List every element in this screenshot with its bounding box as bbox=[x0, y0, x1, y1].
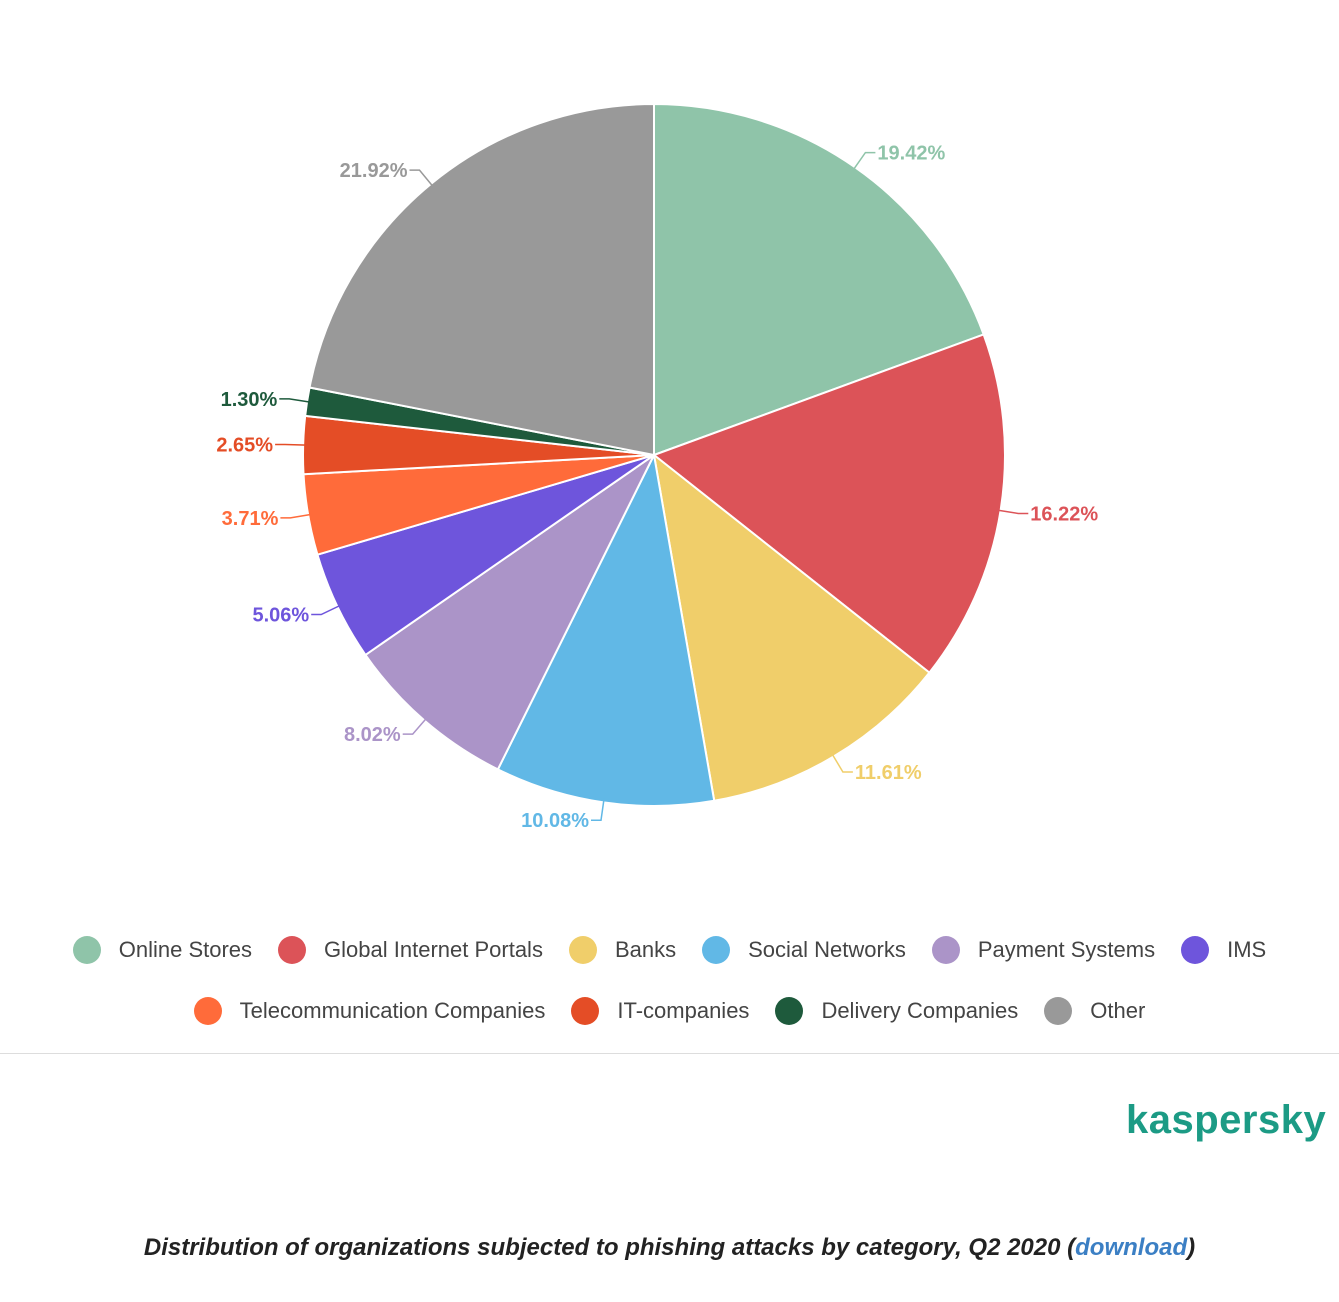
legend-label-delivery-companies: Delivery Companies bbox=[821, 998, 1019, 1023]
legend-item-payment-systems[interactable]: Payment Systems bbox=[931, 936, 1156, 964]
legend-swatch-banks bbox=[568, 936, 597, 964]
legend-swatch-online-stores bbox=[72, 936, 101, 964]
data-label-telecommunication-companies: 3.71% bbox=[222, 508, 279, 530]
legend-swatch-telecommunication-companies bbox=[193, 997, 222, 1025]
legend-item-online-stores[interactable]: Online Stores bbox=[72, 936, 253, 964]
leader-line-other bbox=[409, 169, 435, 188]
legend-item-delivery-companies[interactable]: Delivery Companies bbox=[775, 997, 1018, 1025]
legend-item-telecommunication-companies[interactable]: Telecommunication Companies bbox=[193, 997, 546, 1025]
caption-text: Distribution of organizations subjected … bbox=[143, 1234, 1076, 1261]
legend-label-ims: IMS bbox=[1227, 937, 1267, 962]
leader-line-it-companies bbox=[275, 443, 308, 446]
legend-label-it-companies: IT-companies bbox=[617, 998, 750, 1023]
leader-line-telecommunication-companies bbox=[280, 513, 313, 519]
leader-line-ims bbox=[311, 604, 342, 616]
data-label-online-stores: 19.42% bbox=[877, 143, 945, 165]
leader-line-global-internet-portals bbox=[996, 509, 1029, 515]
data-label-other: 21.92% bbox=[340, 160, 408, 182]
data-label-it-companies: 2.65% bbox=[216, 435, 273, 457]
data-label-payment-systems: 8.02% bbox=[344, 724, 401, 746]
legend-item-other[interactable]: Other bbox=[1044, 997, 1145, 1025]
figure-caption: Distribution of organizations subjected … bbox=[0, 1234, 1339, 1262]
leader-line-social-networks bbox=[591, 798, 605, 821]
legend-item-global-internet-portals[interactable]: Global Internet Portals bbox=[278, 936, 543, 964]
legend-item-banks[interactable]: Banks bbox=[568, 936, 677, 964]
legend-swatch-payment-systems bbox=[931, 936, 960, 964]
legend-swatch-global-internet-portals bbox=[278, 936, 307, 964]
pie-chart: 19.42% 16.22% 11.61% 10.08% 8.02% 5.06% 3.71% 2… bbox=[216, 102, 1098, 833]
legend-label-global-internet-portals: Global Internet Portals bbox=[324, 937, 543, 962]
legend-swatch-social-networks bbox=[702, 936, 731, 964]
data-label-delivery-companies: 1.30% bbox=[221, 389, 278, 411]
data-label-ims: 5.06% bbox=[252, 605, 309, 627]
legend-item-it-companies[interactable]: IT-companies bbox=[571, 997, 749, 1025]
legend-row-2: Telecommunication Companies IT-companies… bbox=[0, 997, 1339, 1025]
data-label-banks: 11.61% bbox=[855, 762, 922, 784]
pie-labels: 19.42% 16.22% 11.61% 10.08% 8.02% 5.06% 3.71% 2… bbox=[216, 143, 1098, 833]
legend-label-banks: Banks bbox=[614, 937, 677, 962]
data-label-social-networks: 10.08% bbox=[521, 810, 589, 832]
legend-swatch-other bbox=[1044, 997, 1073, 1025]
leader-line-online-stores bbox=[852, 151, 876, 172]
legend-item-ims[interactable]: IMS bbox=[1181, 936, 1266, 964]
leader-line-payment-systems bbox=[402, 717, 428, 735]
legend-label-online-stores: Online Stores bbox=[118, 937, 253, 962]
kaspersky-logo: kaspersky bbox=[1126, 1098, 1327, 1142]
legend-swatch-it-companies bbox=[571, 997, 600, 1025]
legend-label-other: Other bbox=[1090, 998, 1146, 1023]
leader-line-delivery-companies bbox=[279, 398, 312, 404]
legend-item-social-networks[interactable]: Social Networks bbox=[702, 936, 906, 964]
legend-label-telecommunication-companies: Telecommunication Companies bbox=[239, 998, 546, 1023]
pie-slices bbox=[302, 102, 1006, 807]
legend-row-1: Online Stores Global Internet Portals Ba… bbox=[0, 936, 1339, 964]
caption-suffix: ) bbox=[1187, 1234, 1196, 1261]
legend-swatch-ims bbox=[1181, 936, 1210, 964]
legend-swatch-delivery-companies bbox=[775, 997, 804, 1025]
legend-label-payment-systems: Payment Systems bbox=[977, 937, 1156, 962]
download-link[interactable]: download bbox=[1075, 1234, 1188, 1261]
divider bbox=[0, 1053, 1339, 1054]
legend-label-social-networks: Social Networks bbox=[748, 937, 906, 962]
leader-line-banks bbox=[830, 752, 853, 773]
data-label-global-internet-portals: 16.22% bbox=[1030, 504, 1098, 526]
